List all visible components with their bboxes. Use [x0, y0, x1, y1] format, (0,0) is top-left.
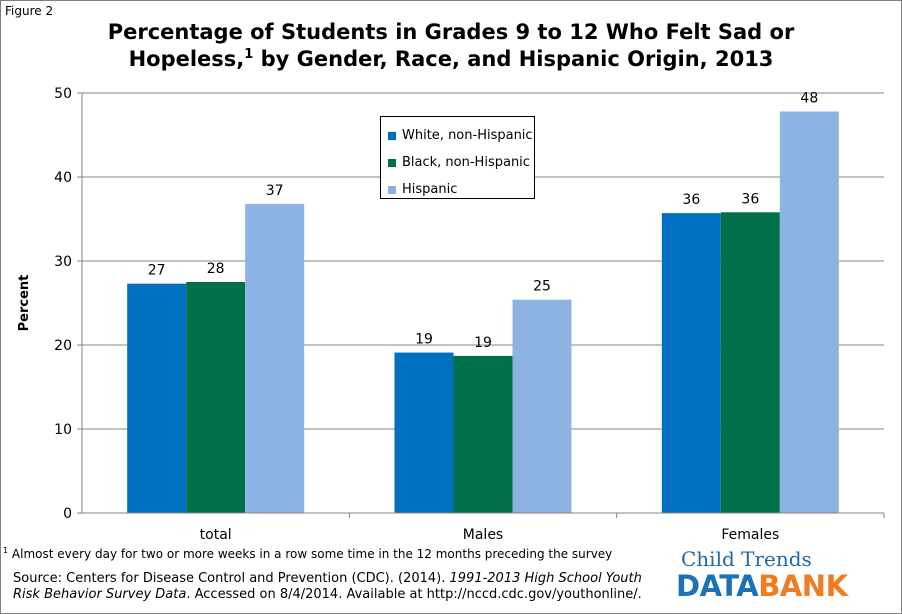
legend-swatch-white — [388, 131, 396, 140]
chart-title: Percentage of Students in Grades 9 to 12… — [0, 19, 902, 73]
title-line-1: Percentage of Students in Grades 9 to 12… — [107, 20, 795, 44]
figure-label: Figure 2 — [5, 4, 54, 18]
bar-total-series-0 — [127, 283, 187, 513]
bar-males-series-2 — [512, 299, 572, 513]
data-label-males-series-2: 25 — [533, 279, 551, 295]
bar-females-series-1 — [720, 212, 780, 513]
source-suffix: . Accessed on 8/4/2014. Available at htt… — [186, 587, 642, 602]
x-tick-label-males: Males — [463, 527, 503, 543]
footnote-mark: 1 — [3, 546, 9, 555]
legend-swatch-black — [388, 158, 396, 167]
footnote: 1 Almost every day for two or more weeks… — [3, 546, 612, 561]
chart-legend: White, non-Hispanic Black, non-Hispanic … — [380, 116, 535, 199]
data-label-females-series-0: 36 — [682, 192, 700, 208]
y-axis-title: Percent — [17, 275, 32, 332]
legend-label-white: White, non-Hispanic — [402, 128, 533, 143]
legend-label-black: Black, non-Hispanic — [402, 155, 530, 170]
footnote-text: Almost every day for two or more weeks i… — [8, 547, 613, 561]
title-footnote-mark: 1 — [244, 47, 254, 62]
y-tick-label-50: 50 — [54, 86, 72, 102]
source-prefix: Source: Centers for Disease Control and … — [13, 571, 450, 586]
legend-item-black: Black, non-Hispanic — [381, 149, 534, 176]
data-label-females-series-1: 36 — [741, 191, 759, 207]
data-label-total-series-0: 27 — [148, 263, 166, 279]
logo-databank: DATABANK — [676, 570, 876, 602]
bar-females-series-2 — [779, 111, 839, 513]
y-tick-label-10: 10 — [54, 422, 72, 438]
child-trends-databank-logo: Child Trends DATABANK — [676, 548, 876, 602]
legend-swatch-hispanic — [388, 185, 396, 194]
data-label-total-series-1: 28 — [207, 261, 225, 277]
bar-total-series-1 — [186, 282, 246, 513]
y-tick-label-0: 0 — [63, 506, 72, 522]
source-citation: Source: Centers for Disease Control and … — [13, 571, 653, 603]
y-tick-label-30: 30 — [54, 254, 72, 270]
y-tick-label-20: 20 — [54, 338, 72, 354]
legend-item-hispanic: Hispanic — [381, 176, 534, 203]
bar-males-series-1 — [453, 355, 513, 513]
bar-males-series-0 — [394, 352, 454, 513]
logo-data-word: DATA — [676, 569, 759, 603]
logo-child-trends: Child Trends — [681, 547, 812, 571]
x-tick-label-total: total — [200, 527, 232, 543]
title-line-2-start: Hopeless, — [128, 47, 245, 71]
bar-females-series-0 — [661, 213, 721, 513]
data-label-females-series-2: 48 — [800, 90, 818, 106]
title-line-2: Hopeless,1 by Gender, Race, and Hispanic… — [0, 46, 902, 73]
data-label-males-series-0: 19 — [415, 332, 433, 348]
data-label-total-series-2: 37 — [266, 183, 284, 199]
data-label-males-series-1: 19 — [474, 335, 492, 351]
legend-label-hispanic: Hispanic — [402, 182, 458, 197]
logo-bank-word: BANK — [758, 569, 848, 603]
bar-total-series-2 — [245, 203, 305, 513]
source-dataset-title: 1991-2013 High School Youth Risk Behavio… — [13, 571, 642, 602]
x-tick-label-females: Females — [721, 527, 779, 543]
y-tick-label-40: 40 — [54, 170, 72, 186]
legend-item-white: White, non-Hispanic — [381, 122, 534, 149]
title-line-2-end: by Gender, Race, and Hispanic Origin, 20… — [253, 47, 774, 71]
